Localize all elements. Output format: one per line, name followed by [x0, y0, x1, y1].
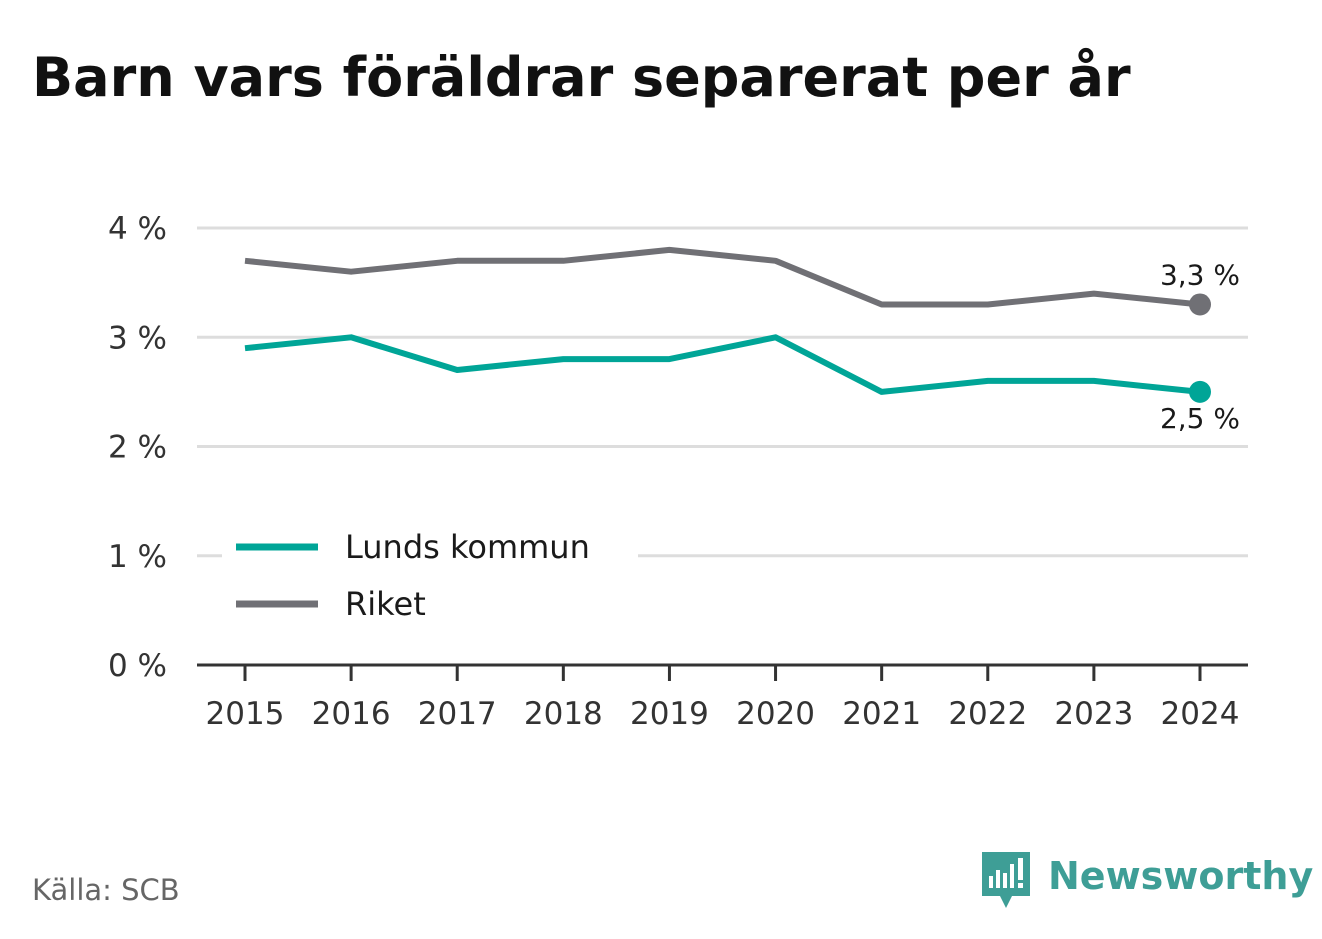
y-tick-label: 2 % — [108, 430, 167, 466]
series-end-point — [1189, 293, 1211, 316]
x-tick-label: 2021 — [842, 696, 921, 732]
source-label: Källa: SCB — [32, 873, 180, 907]
x-tick-label: 2016 — [312, 696, 391, 732]
x-tick-label: 2019 — [630, 696, 709, 732]
x-tick-label: 2015 — [206, 696, 285, 732]
y-tick-label: 1 % — [108, 539, 167, 575]
y-axis: 0 % 1 % 2 % 3 % 4 % — [108, 211, 167, 684]
x-tick-label: 2022 — [948, 696, 1027, 732]
y-tick-label: 4 % — [108, 211, 167, 247]
legend: Lunds kommun Riket — [222, 515, 638, 633]
x-tick-label: 2018 — [524, 696, 603, 732]
x-tick-label: 2020 — [736, 696, 815, 732]
series-end-point — [1189, 380, 1211, 403]
legend-background — [222, 515, 638, 633]
data-label: 3,3 % — [1160, 258, 1240, 291]
brand-name: Newsworthy — [1048, 854, 1313, 898]
legend-label: Riket — [345, 585, 426, 623]
data-label: 2,5 % — [1160, 402, 1240, 435]
bar-chart-badge-icon — [982, 852, 1030, 908]
y-tick-label: 3 % — [108, 320, 167, 356]
x-tick-label: 2023 — [1054, 696, 1133, 732]
end-labels: 2,5 % 3,3 % — [1160, 258, 1240, 434]
series-line — [244, 246, 1201, 308]
y-tick-label: 0 % — [108, 648, 167, 684]
chart-title: Barn vars föräldrar separerat per år — [32, 46, 1131, 109]
x-tick-label: 2024 — [1161, 696, 1240, 732]
series-line — [244, 334, 1201, 395]
grid-lines — [197, 226, 1248, 558]
legend-label: Lunds kommun — [345, 528, 590, 566]
x-tick-label: 2017 — [418, 696, 497, 732]
newsworthy-logo: Newsworthy — [982, 852, 1313, 908]
series-lines — [244, 246, 1211, 403]
x-axis: 2015 2016 2017 2018 2019 2020 2021 2022 2023 2024 — [206, 665, 1240, 732]
